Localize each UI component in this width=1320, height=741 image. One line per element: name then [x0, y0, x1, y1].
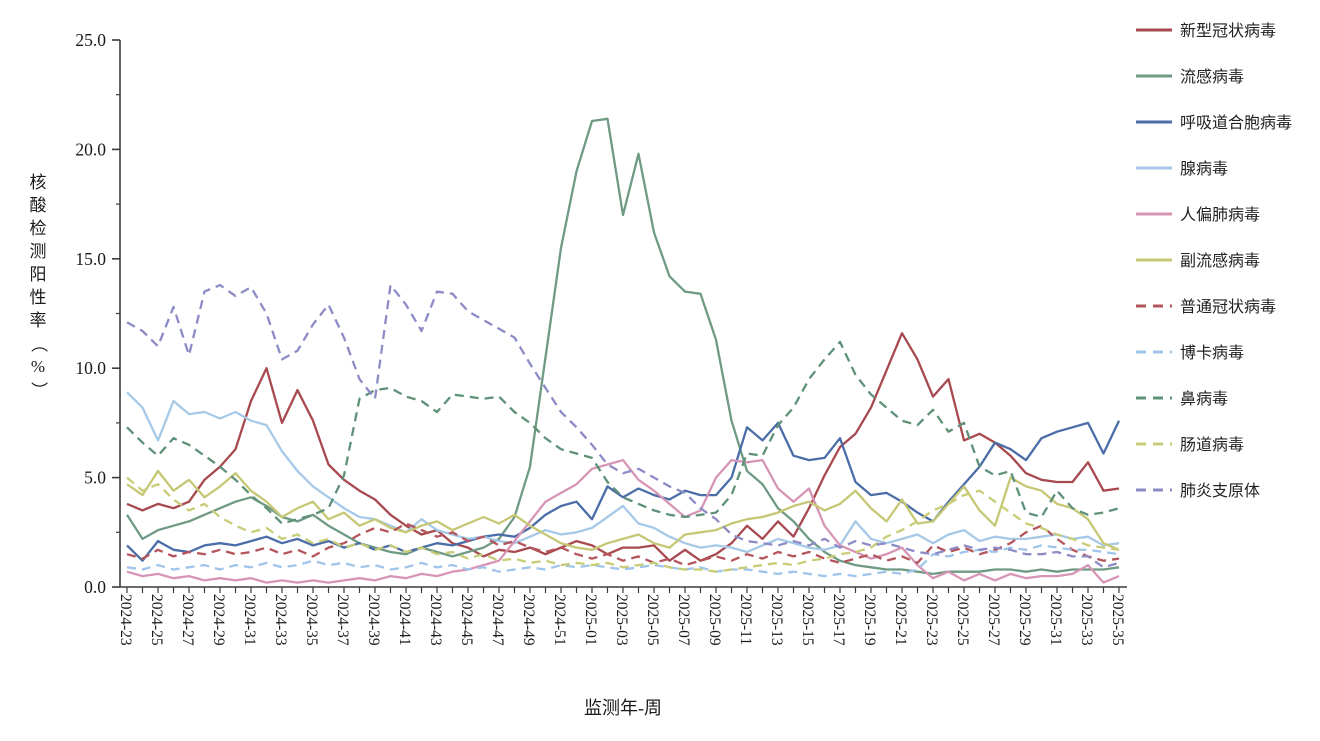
- x-tick-label: 2024-27: [179, 594, 196, 646]
- series-line-3: [126, 391, 1120, 554]
- y-axis-title-char: ）: [29, 382, 48, 399]
- y-tick-label: 15.0: [75, 249, 106, 269]
- series-line-5: [126, 469, 1120, 551]
- y-tick-label: 5.0: [84, 468, 106, 488]
- legend-label: 流感病毒: [1180, 68, 1244, 86]
- x-tick-label: 2025-15: [799, 594, 816, 646]
- x-tick-label: 2025-05: [644, 594, 661, 646]
- legend-label: 新型冠状病毒: [1180, 22, 1276, 40]
- series-line-4: [126, 458, 1120, 584]
- legend-item: 新型冠状病毒: [1136, 22, 1276, 40]
- y-axis-title-char: 测: [30, 242, 47, 261]
- x-tick-label: 2025-01: [582, 594, 599, 646]
- legend-label: 普通冠状病毒: [1180, 298, 1276, 316]
- series-line-8: [126, 340, 1120, 525]
- x-tick-label: 2025-27: [985, 594, 1002, 646]
- y-axis-title-char: 性: [30, 288, 47, 307]
- y-tick-label: 25.0: [75, 30, 106, 50]
- x-tick-label: 2025-35: [1109, 594, 1126, 646]
- legend-label: 鼻病毒: [1180, 390, 1228, 408]
- x-tick-label: 2024-49: [520, 594, 537, 646]
- legend-item: 普通冠状病毒: [1136, 298, 1276, 316]
- x-tick-label: 2024-33: [272, 594, 289, 646]
- x-tick-label: 2024-29: [210, 594, 227, 646]
- series-line-7: [126, 544, 1120, 578]
- y-axis-title-char: 检: [30, 219, 47, 238]
- x-tick-label: 2025-13: [768, 594, 785, 646]
- legend-item: 呼吸道合胞病毒: [1136, 114, 1292, 132]
- x-tick-label: 2025-29: [1016, 594, 1033, 646]
- x-tick-label: 2024-45: [458, 594, 475, 646]
- legend-item: 人偏肺病毒: [1136, 206, 1260, 224]
- y-axis-title-char: 率: [30, 311, 47, 330]
- y-axis-title-char: 酸: [30, 196, 47, 215]
- x-tick-label: 2024-37: [334, 594, 351, 646]
- x-tick-label: 2025-23: [923, 594, 940, 646]
- x-tick-label: 2024-41: [396, 594, 413, 646]
- x-tick-label: 2024-23: [117, 594, 134, 646]
- y-tick-label: 20.0: [75, 139, 106, 159]
- y-tick-label: 10.0: [75, 358, 106, 378]
- legend-label: 肺炎支原体: [1180, 482, 1260, 500]
- axes: 0.0 5.0 10.0 15.0 20.0 25.0 2024-23 2024-25 2024…: [75, 30, 1127, 646]
- legend-item: 流感病毒: [1136, 68, 1244, 86]
- x-tick-label: 2025-11: [737, 594, 754, 645]
- x-tick-label: 2024-47: [489, 594, 506, 646]
- x-tick-label: 2024-25: [148, 594, 165, 646]
- y-tick-label: 0.0: [84, 577, 106, 597]
- series-lines: [126, 117, 1121, 584]
- legend-label: 呼吸道合胞病毒: [1180, 114, 1292, 132]
- x-tick-label: 2024-51: [551, 594, 568, 646]
- legend-item: 鼻病毒: [1136, 390, 1228, 408]
- x-tick-label: 2025-07: [675, 594, 692, 646]
- x-tick-label: 2025-25: [954, 594, 971, 646]
- legend-label: 腺病毒: [1180, 160, 1228, 178]
- x-tick-label: 2025-19: [861, 594, 878, 646]
- y-axis-title-char: %: [31, 357, 45, 376]
- x-tick-label: 2024-43: [427, 594, 444, 646]
- legend-label: 博卡病毒: [1180, 344, 1244, 362]
- x-tick-label: 2025-03: [613, 594, 630, 646]
- x-axis-title: 监测年-周: [584, 698, 662, 718]
- x-tick-label: 2024-31: [241, 594, 258, 646]
- legend-label: 副流感病毒: [1180, 252, 1260, 270]
- legend-item: 腺病毒: [1136, 160, 1228, 178]
- legend-item: 肠道病毒: [1136, 436, 1244, 454]
- legend-item: 肺炎支原体: [1136, 482, 1260, 500]
- x-tick-label: 2025-17: [830, 594, 847, 646]
- y-axis-title-char: （: [29, 336, 48, 353]
- x-tick-label: 2025-21: [892, 594, 909, 646]
- x-tick-label: 2025-09: [706, 594, 723, 646]
- legend-label: 人偏肺病毒: [1180, 206, 1260, 224]
- series-line-10: [126, 283, 1120, 569]
- legend-item: 副流感病毒: [1136, 252, 1260, 270]
- x-tick-label: 2024-35: [303, 594, 320, 646]
- series-line-9: [126, 476, 1120, 573]
- y-axis-title-char: 阳: [30, 265, 47, 284]
- legend-label: 肠道病毒: [1180, 436, 1244, 454]
- legend-item: 博卡病毒: [1136, 344, 1244, 362]
- x-tick-label: 2024-39: [365, 594, 382, 646]
- series-line-2: [126, 420, 1121, 562]
- x-tick-label: 2025-33: [1078, 594, 1095, 646]
- y-axis-title-char: 核: [30, 173, 47, 192]
- series-line-0: [126, 332, 1120, 562]
- series-line-6: [126, 522, 1120, 567]
- x-tick-label: 2025-31: [1047, 594, 1064, 646]
- legend: 新型冠状病毒流感病毒呼吸道合胞病毒腺病毒人偏肺病毒副流感病毒普通冠状病毒博卡病毒…: [1136, 22, 1292, 500]
